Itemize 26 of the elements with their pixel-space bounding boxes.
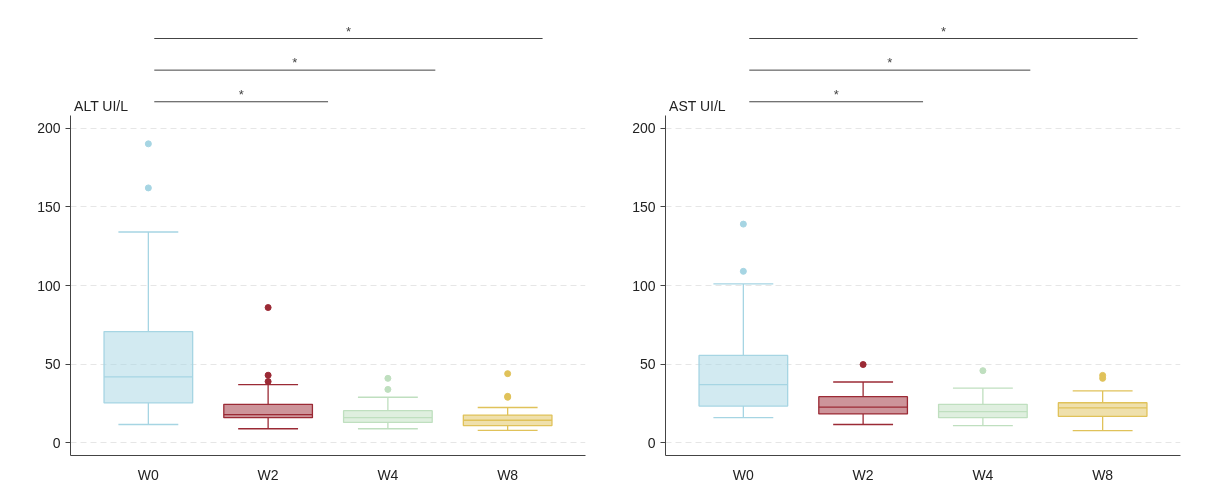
y-tick-label: 100 — [37, 277, 61, 294]
y-tick-label: 50 — [639, 356, 656, 373]
y-tick-label: 150 — [632, 198, 656, 215]
text: * — [345, 23, 351, 39]
y-tick-label: 0 — [52, 434, 61, 451]
x-tick-label: W4 — [972, 466, 994, 483]
y-tick-label: 200 — [632, 120, 656, 137]
y-tick-label: 0 — [647, 434, 656, 451]
x-tick-label: W0 — [137, 466, 160, 483]
text: * — [292, 55, 298, 71]
y-tick-label: 100 — [632, 277, 656, 294]
x-tick-label: W8 — [497, 466, 519, 483]
x-tick-label: W8 — [1092, 466, 1114, 483]
text: * — [238, 86, 244, 102]
y-axis-title: AST UI/L — [669, 98, 726, 115]
y-tick-label: 50 — [44, 356, 61, 373]
x-tick-label: W2 — [257, 466, 279, 483]
x-tick-label: W4 — [377, 466, 399, 483]
x-tick-label: W0 — [732, 466, 755, 483]
y-tick-label: 150 — [37, 198, 61, 215]
text: * — [887, 55, 893, 71]
text: * — [833, 86, 839, 102]
x-tick-label: W2 — [852, 466, 874, 483]
y-axis-title: ALT UI/L — [74, 98, 129, 115]
y-tick-label: 200 — [37, 120, 61, 137]
text: * — [940, 23, 946, 39]
